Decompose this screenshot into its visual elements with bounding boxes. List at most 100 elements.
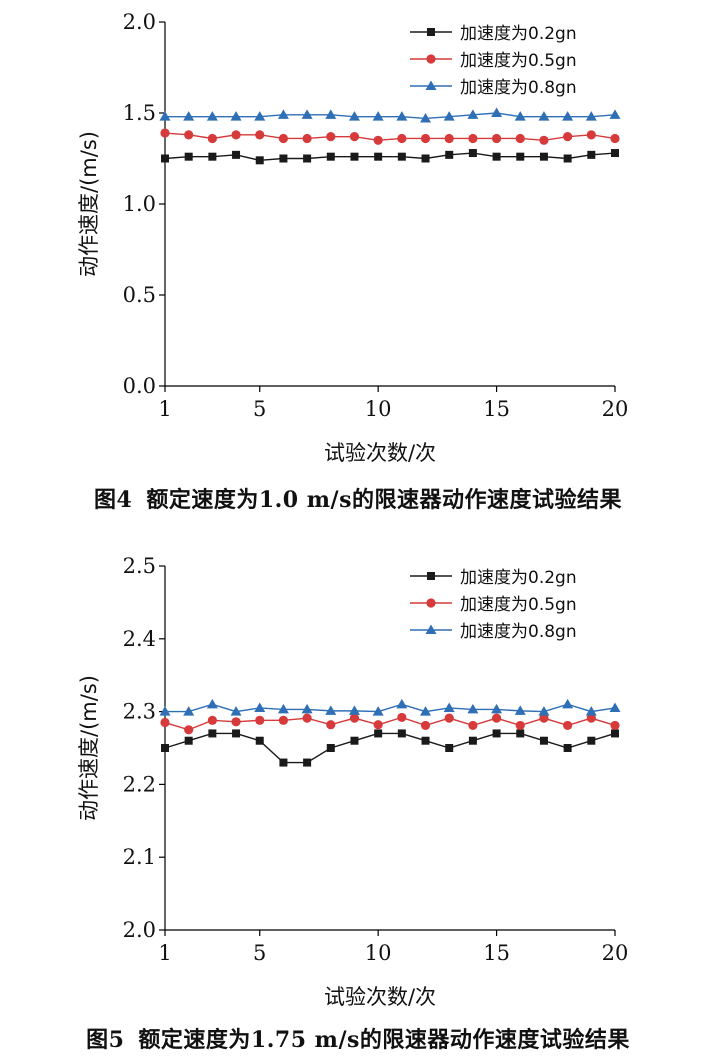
data-point [397,152,406,161]
data-point [374,152,383,161]
data-point [610,133,620,144]
data-point [397,712,407,723]
figure-5: 2.0 2.1 2.2 2.3 2.4 2.5 1 5 10 15 20 试验次数/次 动作速度/(m/… [0,532,716,1064]
data-point [420,112,432,123]
legend-label: 加速度为0.8gn [460,78,577,98]
data-point [563,720,573,731]
data-point [491,107,503,117]
data-point [420,133,431,144]
data-point [277,109,289,119]
data-point [208,729,217,738]
data-point [609,109,621,119]
data-point [445,744,454,752]
data-point [326,720,336,730]
data-point [492,152,501,161]
data-point [160,128,170,138]
data-point [374,729,383,738]
data-point [492,729,501,738]
data-point [255,130,265,140]
data-point [443,702,455,712]
data-point [184,725,194,735]
data-point [278,133,289,144]
caption-text: 额定速度为1.75 m/s的限速器动作速度试验结果 [138,1027,630,1053]
data-point [208,152,217,161]
data-point [350,736,359,745]
data-point [160,717,170,728]
data-point [350,152,359,161]
x-tick-label: 20 [602,397,629,421]
data-point [585,111,597,121]
data-point [349,132,360,142]
data-point [539,736,548,745]
y-tick-label: 2.1 [123,845,156,869]
data-point [184,130,194,140]
y-tick-label: 2.0 [123,918,156,942]
data-point [515,720,525,731]
x-tick-label: 1 [158,397,171,421]
data-point [611,729,619,738]
data-point [421,154,430,163]
legend-marker [427,28,435,36]
data-point [372,706,384,716]
data-point [230,111,242,121]
legend-label: 加速度为0.2gn [460,568,577,588]
data-point [255,156,264,165]
data-point [468,133,478,144]
data-point [538,111,550,121]
figure-4: 0.0 0.5 1.0 1.5 2.0 1 5 10 15 20 试验次数/次 动作速度/(m/s) 加… [0,10,716,514]
data-point [277,703,289,714]
data-point [349,713,360,723]
data-point [302,133,312,144]
data-point [563,132,573,142]
data-point [587,150,596,159]
data-point [348,705,360,715]
data-point [468,736,477,745]
legend-marker [425,80,437,90]
data-point [232,729,241,738]
data-point [468,720,478,731]
data-point [279,758,288,767]
data-point [232,150,241,159]
y-tick-label: 0.5 [123,283,156,307]
data-point [231,130,241,140]
data-point [303,758,312,767]
data-point [184,736,193,745]
data-point [516,729,525,738]
y-tick-label: 2.5 [123,554,156,578]
x-tick-label: 1 [158,941,171,965]
data-point [397,729,406,738]
caption-number: 图4 [94,487,133,513]
x-tick-label: 10 [365,941,392,965]
caption-text: 额定速度为1.0 m/s的限速器动作速度试验结果 [146,487,622,513]
y-tick-label: 0.0 [123,374,156,398]
x-tick-label: 10 [365,397,392,421]
legend-label: 加速度为0.2gn [460,24,577,44]
data-point [231,717,241,727]
legend-marker [425,624,437,634]
data-point [516,152,525,161]
x-tick-label: 15 [483,941,510,965]
data-point [585,706,597,716]
data-point [467,109,479,119]
x-tick-label: 5 [253,941,266,965]
figure-caption: 图4 额定速度为1.0 m/s的限速器动作速度试验结果 [0,482,716,514]
y-tick-label: 2.0 [123,10,156,34]
data-point [491,713,502,723]
data-point [254,111,266,121]
data-point [396,111,408,121]
data-point [539,135,549,145]
data-point [206,698,218,709]
data-point [183,111,195,121]
data-point [586,713,596,723]
data-point [609,702,621,712]
data-point [184,152,193,161]
legend-marker [427,572,435,580]
data-point [563,744,572,752]
data-point [278,715,289,725]
caption-number: 图5 [86,1027,125,1053]
data-point [254,702,266,712]
legend-marker [426,598,436,608]
data-point [443,111,455,121]
data-point [279,154,288,163]
data-point [514,111,526,121]
